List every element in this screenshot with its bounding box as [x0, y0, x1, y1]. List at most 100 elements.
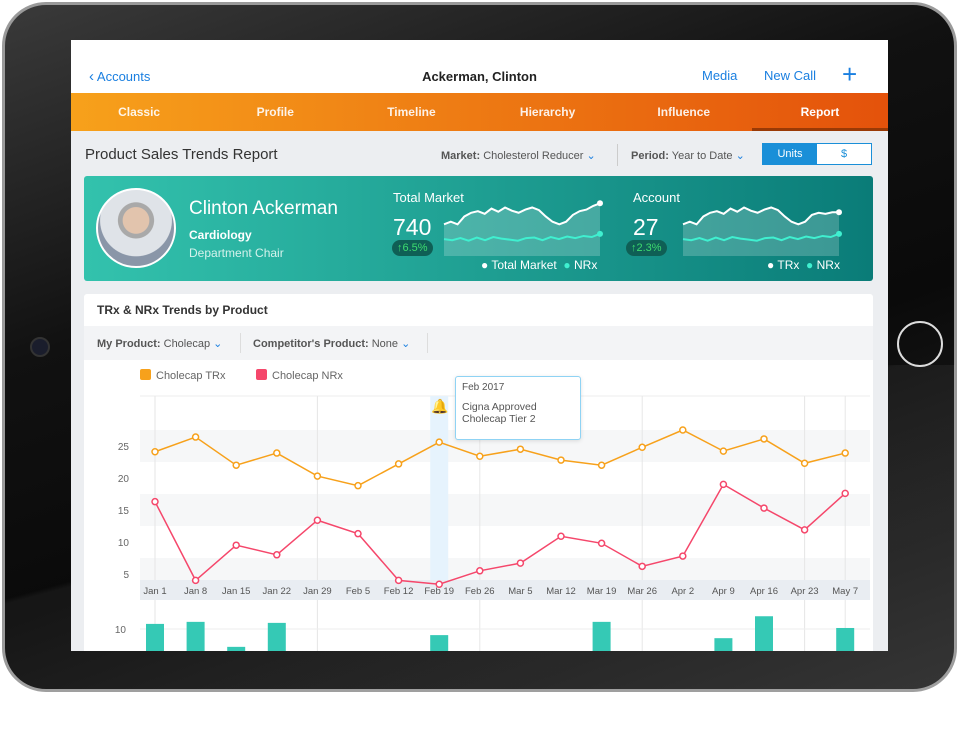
tab-classic[interactable]: Classic [118, 105, 161, 119]
divider [617, 144, 618, 166]
units-button[interactable]: Units [763, 144, 817, 164]
account-sparkline [682, 206, 842, 256]
page-title: Product Sales Trends Report [85, 146, 278, 163]
sparkline-nrx [443, 232, 601, 242]
my-product-dropdown[interactable]: My Product: Cholecap ⌄ [97, 337, 222, 350]
data-point [760, 504, 768, 512]
chevron-down-icon: ⌄ [735, 150, 745, 162]
trends-title: TRx & NRx Trends by Product [97, 303, 268, 317]
y-tick-label: 10 [118, 538, 130, 549]
sparkline-nrx [682, 232, 840, 242]
media-button[interactable]: Media [702, 68, 738, 83]
x-tick-label: Jan 29 [303, 586, 332, 597]
competitor-dropdown[interactable]: Competitor's Product: None ⌄ [253, 337, 410, 350]
change-value: 6.5% [402, 242, 428, 254]
x-tick-label: Feb 26 [465, 586, 495, 597]
data-point [841, 449, 849, 457]
my-product-value: Cholecap [163, 338, 211, 350]
y-tick-label: 15 [118, 506, 130, 517]
period-dropdown[interactable]: Period: Year to Date ⌄ [631, 149, 745, 162]
x-tick-label: Mar 12 [546, 586, 576, 597]
tooltip-line2: Cholecap Tier 2 [462, 413, 536, 425]
x-tick-label: Apr 9 [712, 586, 735, 597]
data-point [597, 539, 606, 548]
data-point [597, 461, 606, 469]
tab-report[interactable]: Report [751, 93, 888, 131]
x-axis-band [140, 580, 870, 600]
data-point [638, 443, 646, 452]
y-tick-label: 25 [118, 442, 130, 453]
tab-hierarchy[interactable]: Hierarchy [519, 105, 576, 119]
sparkline-primary [443, 202, 601, 226]
back-button[interactable]: ‹ Accounts [89, 68, 150, 85]
data-point [232, 541, 240, 549]
tooltip-line1: Cigna Approved [462, 401, 537, 413]
legend-swatch [140, 369, 151, 380]
data-point [719, 480, 728, 489]
sparkline-area [683, 207, 839, 256]
nav-bar: ‹ Accounts Ackerman, Clinton Media New C… [71, 40, 888, 93]
x-tick-label: Jan 1 [143, 586, 166, 597]
data-point [273, 449, 281, 457]
data-point [273, 551, 281, 559]
data-point [313, 516, 322, 524]
tooltip-date: Feb 2017 [462, 382, 505, 393]
tab-profile[interactable]: Profile [256, 105, 294, 119]
period-value: Year to Date [671, 150, 733, 162]
x-tick-label: Mar 26 [627, 586, 657, 597]
bar [592, 621, 611, 651]
data-point [435, 438, 443, 446]
bar [836, 627, 855, 651]
arrow-up-icon: ↑ [631, 242, 637, 254]
x-tick-label: May 7 [832, 586, 858, 597]
tab-influence[interactable]: Influence [657, 105, 711, 119]
grid-band [140, 494, 870, 526]
highlight-column [430, 396, 449, 580]
y-tick-label: 20 [118, 474, 130, 485]
bar [714, 638, 733, 651]
legend-trx: TRx [777, 258, 800, 272]
x-tick-label: Jan 8 [184, 586, 207, 597]
plus-icon[interactable]: + [842, 59, 858, 89]
x-tick-label: Mar 19 [587, 586, 617, 597]
new-call-button[interactable]: New Call [764, 68, 817, 83]
tab-timeline[interactable]: Timeline [387, 105, 436, 119]
bar [186, 621, 205, 651]
market-dropdown[interactable]: Market: Cholesterol Reducer ⌄ [441, 149, 596, 162]
data-point [679, 552, 687, 560]
account-legend: ● TRx ● NRx [767, 258, 840, 272]
app-screen: ‹ Accounts Ackerman, Clinton Media New C… [71, 40, 888, 651]
back-label: Accounts [96, 69, 151, 84]
x-tick-label: Feb 19 [424, 586, 454, 597]
dollar-button[interactable]: $ [840, 148, 848, 160]
nav-title: Ackerman, Clinton [422, 69, 537, 84]
total-market-change: ↑6.5% [392, 240, 433, 256]
x-tick-label: Feb 5 [346, 586, 370, 597]
x-tick-label: Jan 22 [263, 586, 292, 597]
data-point [800, 459, 809, 468]
bell-icon[interactable]: 🔔 [431, 398, 449, 414]
profile-role: Department Chair [189, 246, 284, 260]
market-label: Market: [441, 150, 481, 162]
legend-nrx: NRx [574, 258, 598, 272]
legend-nrx: NRx [816, 258, 840, 272]
account-label: Account [633, 190, 680, 205]
home-button[interactable] [897, 321, 943, 367]
trends-chart: Cholecap TRx Cholecap NRx 5 10 15 20 25 Jan 1 Ja… [115, 369, 870, 651]
sparkline-end-dot [836, 209, 842, 216]
profile-specialty: Cardiology [189, 228, 252, 242]
tab-bar: Classic Profile Timeline Hierarchy Influ… [71, 93, 888, 131]
data-point [800, 526, 809, 534]
data-point [151, 497, 159, 506]
profile-banner: Clinton Ackerman Cardiology Department C… [84, 176, 873, 281]
sparkline-end-dot [836, 230, 842, 237]
account-change: ↑2.3% [626, 240, 667, 256]
data-point [354, 529, 362, 538]
chevron-down-icon: ⌄ [213, 338, 223, 350]
bar [227, 646, 246, 651]
event-tooltip: Feb 2017 Cigna Approved Cholecap Tier 2 [455, 376, 581, 440]
legend-label: Cholecap TRx [156, 370, 226, 382]
series-line [154, 429, 846, 487]
bar-y-tick-label: 10 [115, 625, 127, 636]
camera [30, 337, 50, 357]
